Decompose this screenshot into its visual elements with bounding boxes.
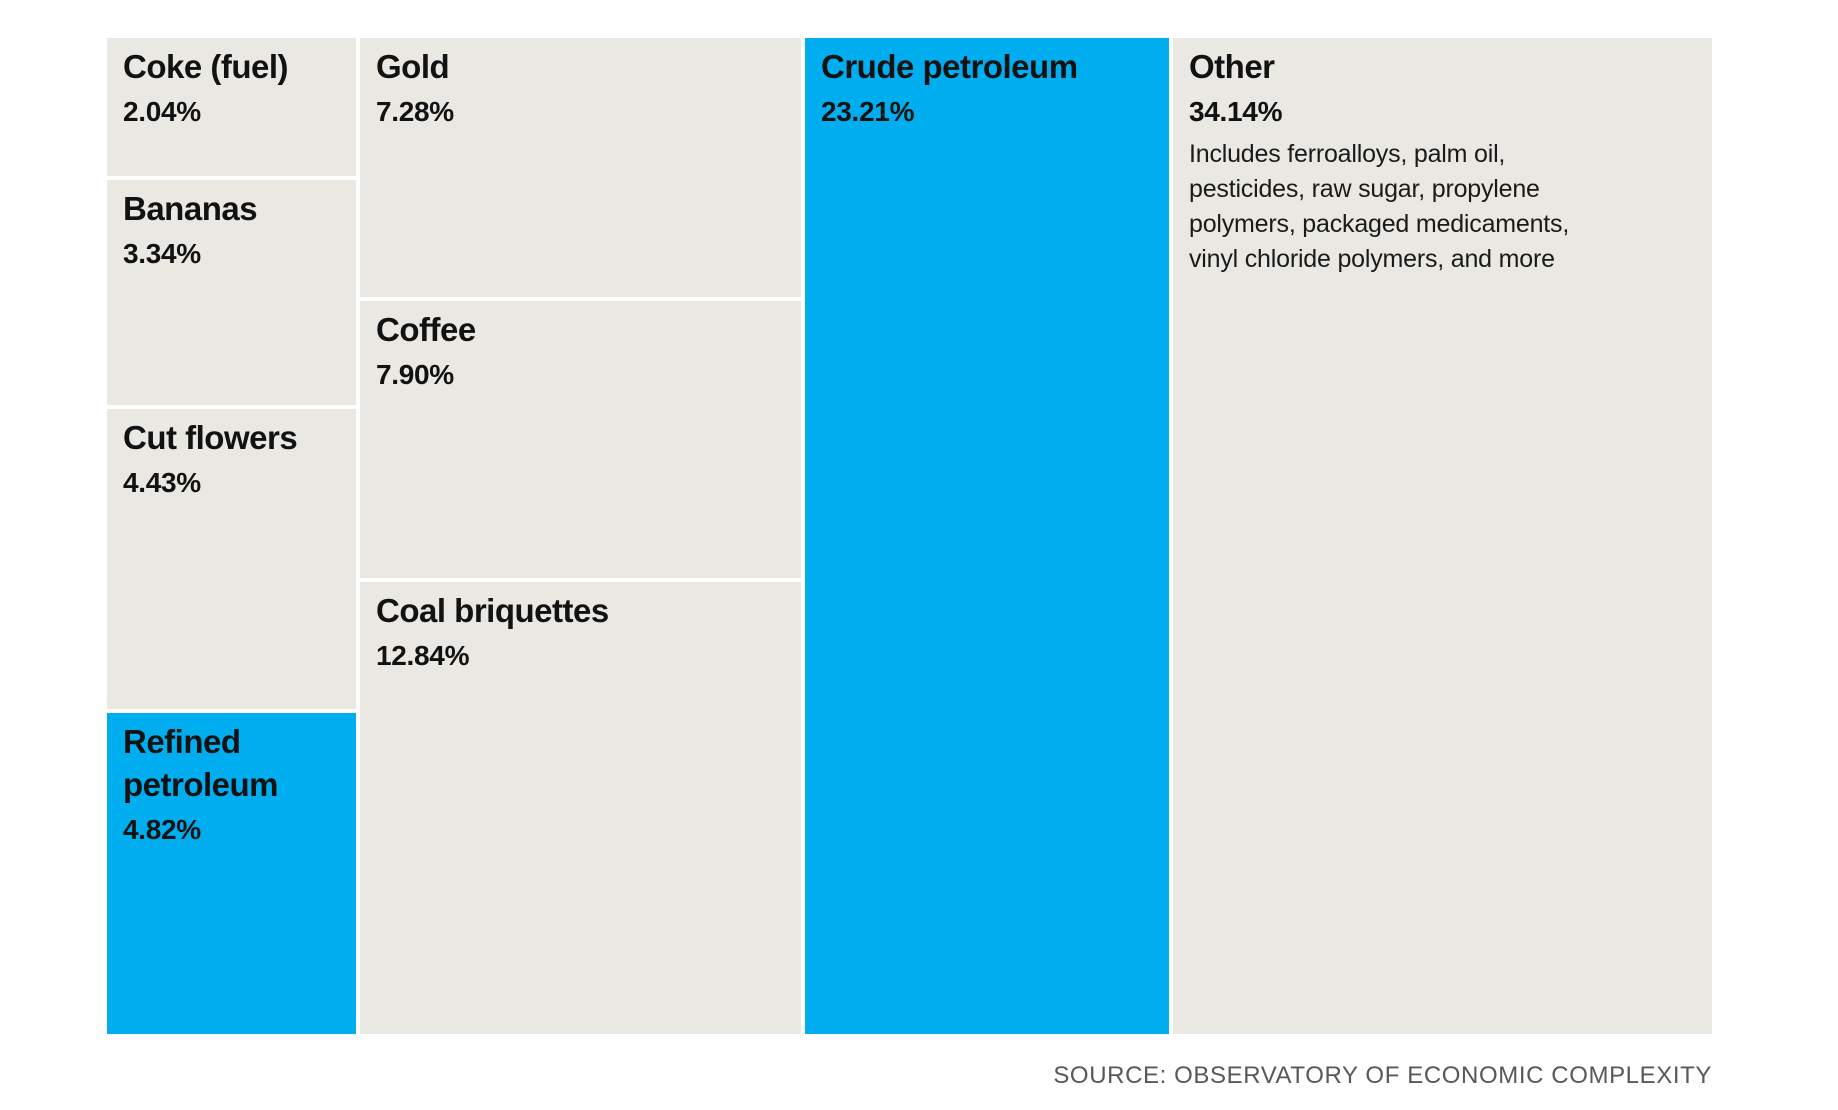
treemap-tile-bananas: Bananas 3.34% — [107, 180, 356, 405]
tile-percent: 34.14% — [1189, 95, 1283, 127]
tile-percent: 23.21% — [821, 95, 915, 127]
tile-label: Other — [1189, 48, 1275, 85]
treemap-tile-gold: Gold 7.28% — [360, 38, 801, 297]
tile-percent: 4.82% — [123, 813, 201, 845]
tile-label: Crude petroleum — [821, 48, 1078, 85]
tile-percent: 2.04% — [123, 95, 201, 127]
treemap-tile-coal-briquettes: Coal briquettes 12.84% — [360, 582, 801, 1034]
tile-percent: 4.43% — [123, 466, 201, 498]
tile-label: Coffee — [376, 311, 476, 348]
tile-percent: 3.34% — [123, 237, 201, 269]
tile-label: Bananas — [123, 190, 258, 227]
tile-percent: 12.84% — [376, 639, 470, 671]
treemap-tile-coke-fuel: Coke (fuel) 2.04% — [107, 38, 356, 176]
tile-label: Cut flowers — [123, 419, 298, 456]
treemap-tile-coffee: Coffee 7.90% — [360, 301, 801, 578]
treemap-tile-refined-petroleum: Refined petroleum 4.82% — [107, 713, 356, 1034]
treemap-tile-cut-flowers: Cut flowers 4.43% — [107, 409, 356, 709]
treemap-tile-other: Other 34.14% Includes ferroalloys, palm … — [1173, 38, 1712, 1034]
tile-percent: 7.28% — [376, 95, 454, 127]
tile-percent: 7.90% — [376, 358, 454, 390]
tile-label: Gold — [376, 48, 450, 85]
tile-label: Coal briquettes — [376, 592, 609, 629]
treemap-tile-crude-petroleum: Crude petroleum 23.21% — [805, 38, 1169, 1034]
tile-label: Coke (fuel) — [123, 48, 289, 85]
tile-label: Refined petroleum — [123, 723, 279, 803]
source-credit: SOURCE: OBSERVATORY OF ECONOMIC COMPLEXI… — [1053, 1062, 1712, 1089]
tile-description: Includes ferroalloys, palm oil, pesticid… — [1189, 140, 1570, 274]
